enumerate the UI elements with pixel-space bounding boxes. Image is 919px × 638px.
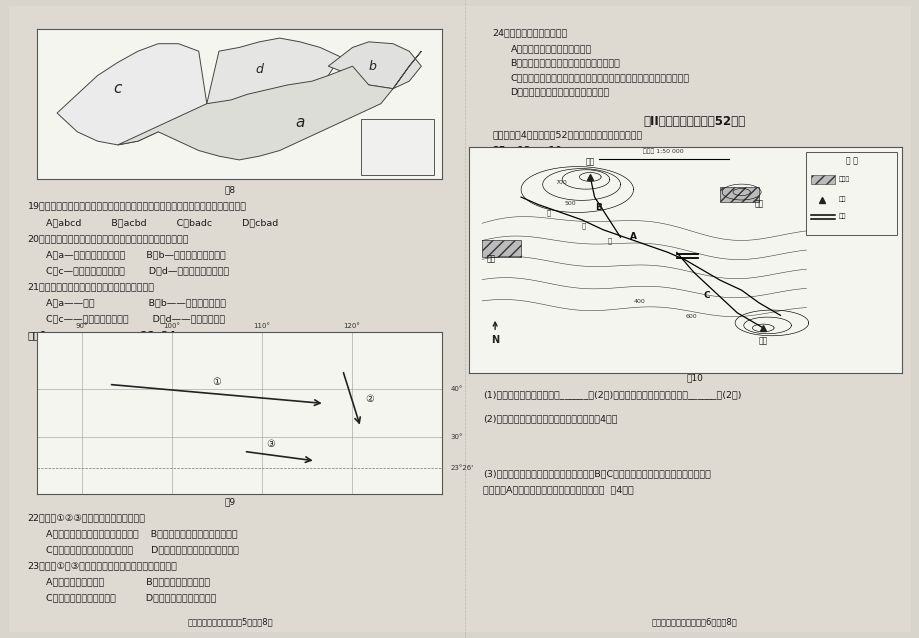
Text: a: a — [295, 115, 304, 130]
Polygon shape — [57, 43, 207, 145]
Text: 23．图中①、③资源调出区面临的主要环境问题分别是: 23．图中①、③资源调出区面临的主要环境问题分别是 — [28, 561, 177, 570]
Text: 图8: 图8 — [224, 185, 235, 194]
Text: 第II卷（非选择题，內52分）: 第II卷（非选择题，內52分） — [642, 115, 745, 128]
Text: A．荒漠化、水土流失              B．空气污染、水土流失: A．荒漠化、水土流失 B．空气污染、水土流失 — [46, 577, 210, 586]
Text: C．c——煤、石油、天然气        D．d——水能、太阳能: C．c——煤、石油、天然气 D．d——水能、太阳能 — [46, 314, 225, 323]
Polygon shape — [118, 51, 421, 160]
Bar — [482, 240, 520, 258]
Polygon shape — [207, 38, 340, 104]
Text: 30°: 30° — [450, 434, 462, 440]
Bar — [360, 119, 433, 175]
Text: 白: 白 — [547, 210, 550, 216]
Text: B: B — [595, 203, 602, 212]
Text: (1)图中白水河干流的流向为______；(2分)甲村与龙山之间的温差范围是______。(2分): (1)图中白水河干流的流向为______；(2分)甲村与龙山之间的温差范围是__… — [482, 390, 741, 399]
Text: 110°: 110° — [253, 323, 270, 329]
Text: 19．综合考虑纬度、地形、气候等因素，四大区域太阳年辐射总量由小到大的排序是: 19．综合考虑纬度、地形、气候等因素，四大区域太阳年辐射总量由小到大的排序是 — [28, 201, 246, 210]
Text: D．跨区域资源调配的前提是市场需求: D．跨区域资源调配的前提是市场需求 — [510, 87, 609, 96]
Text: 500: 500 — [563, 200, 575, 205]
Bar — [810, 175, 834, 184]
Text: 24．上述跨区域的资源调配: 24．上述跨区域的资源调配 — [492, 29, 567, 38]
Text: 水: 水 — [581, 222, 585, 229]
Text: 读图9「资源跨区域调配路线图」，回界22～24题。: 读图9「资源跨区域调配路线图」，回界22～24题。 — [28, 330, 188, 340]
Text: (2)简述图示地区地形、地势的基本特征。（4分）: (2)简述图示地区地形、地势的基本特征。（4分） — [482, 415, 617, 424]
Text: ①: ① — [212, 377, 221, 387]
Text: 100°: 100° — [163, 323, 180, 329]
Text: 甲村: 甲村 — [485, 255, 495, 263]
Text: 高二上期期末检测试题甖6页，公8页: 高二上期期末检测试题甖6页，公8页 — [651, 617, 737, 626]
Bar — [720, 187, 758, 202]
Text: A．abcd          B．acbd          C．badc          D．cbad: A．abcd B．acbd C．badc D．cbad — [46, 218, 278, 227]
Text: 高二上期期末检测试题甖5页，公8页: 高二上期期末检测试题甖5页，公8页 — [187, 617, 273, 626]
Text: 虎山: 虎山 — [758, 336, 767, 345]
Text: 22．图中①②③跨区域调配的资源分别为: 22．图中①②③跨区域调配的资源分别为 — [28, 514, 145, 523]
Text: C．地面塌降、土壤盐碱化          D．土壤盐碱化、空气污染: C．地面塌降、土壤盐碱化 D．土壤盐碱化、空气污染 — [46, 593, 216, 602]
Text: B．促进了调出区人们资源保护意识的提高: B．促进了调出区人们资源保护意识的提高 — [510, 59, 619, 68]
Text: 700: 700 — [555, 181, 567, 186]
Text: 400: 400 — [633, 299, 644, 304]
Polygon shape — [328, 42, 421, 89]
Text: C．资源调配的前提是保障调出区和调入区社会经济共同的可持续发展: C．资源调配的前提是保障调出区和调入区社会经济共同的可持续发展 — [510, 73, 689, 82]
Text: 地点设在A点。你认为是否合理？并简述理由。  （4分）: 地点设在A点。你认为是否合理？并简述理由。 （4分） — [482, 485, 633, 494]
Text: 120°: 120° — [343, 323, 359, 329]
Text: 600: 600 — [685, 314, 697, 319]
Text: b: b — [369, 60, 376, 73]
Text: 图 例: 图 例 — [845, 157, 857, 166]
Text: 90°: 90° — [75, 323, 88, 329]
Text: 图10: 图10 — [686, 373, 702, 382]
Text: 25．（12分）图10为「我国某地区等高线地形图」，读图回答下列问题。: 25．（12分）图10为「我国某地区等高线地形图」，读图回答下列问题。 — [492, 145, 702, 156]
Text: (3)某学校两组同学进行登山比赛，分别沿B、C线路攻登龙山和虎山，有人建议将出发: (3)某学校两组同学进行登山比赛，分别沿B、C线路攻登龙山和虎山，有人建议将出发 — [482, 469, 710, 478]
Text: 图9: 图9 — [224, 498, 235, 507]
Text: 河: 河 — [607, 237, 611, 244]
Text: 桥梁: 桥梁 — [838, 214, 845, 219]
Text: C: C — [703, 291, 709, 300]
Text: C．能源资源、水资源、矿产资源      D．矿产资源、水资源、能源资源: C．能源资源、水资源、矿产资源 D．矿产资源、水资源、能源资源 — [46, 545, 239, 554]
Text: 读我国四大区域示意图（图8），回界19～21题: 读我国四大区域示意图（图8），回界19～21题 — [46, 29, 195, 39]
Text: A．改善了调出区资源浪费问题: A．改善了调出区资源浪费问题 — [510, 45, 591, 54]
Text: 居民点: 居民点 — [838, 176, 849, 182]
Text: A．能源资源、矿产资源、生物资源    B．水资源、生物资源、能源资源: A．能源资源、矿产资源、生物资源 B．水资源、生物资源、能源资源 — [46, 530, 237, 538]
Text: 20．有关四大区域农业发展主要制约因素的叙述，不正确的是: 20．有关四大区域农业发展主要制约因素的叙述，不正确的是 — [28, 234, 189, 243]
Text: A: A — [630, 232, 636, 241]
Text: 23°26': 23°26' — [450, 465, 473, 471]
Text: A．a——水能                  B．b——水能、煤、石油: A．a——水能 B．b——水能、煤、石油 — [46, 298, 226, 307]
Text: 龙山: 龙山 — [585, 158, 595, 167]
Text: 山峰: 山峰 — [838, 197, 845, 202]
Text: N: N — [491, 322, 499, 345]
Text: ②: ② — [365, 394, 373, 404]
Text: 二、本卷共4小题，共腧52分。请将答案写在答题卡上。: 二、本卷共4小题，共腧52分。请将答案写在答题卡上。 — [492, 131, 641, 140]
Text: 乙村: 乙村 — [754, 199, 763, 208]
Text: 21．有关四大区域主要能源的叙述，不正确的是: 21．有关四大区域主要能源的叙述，不正确的是 — [28, 282, 154, 291]
Text: 40°: 40° — [450, 386, 462, 392]
Bar — [806, 152, 896, 235]
Text: 比例尺 1:50 000: 比例尺 1:50 000 — [642, 149, 684, 154]
Text: ③: ③ — [266, 439, 275, 449]
Text: C．c—水源短缺、酸性土壤        D．d—光照充足，积温较低: C．c—水源短缺、酸性土壤 D．d—光照充足，积温较低 — [46, 266, 229, 275]
Text: d: d — [255, 63, 263, 77]
Text: c: c — [113, 81, 122, 96]
Text: A．a—洪涝灾害、土壤肋力       B．b—旱涝频繁、风沙严重: A．a—洪涝灾害、土壤肋力 B．b—旱涝频繁、风沙严重 — [46, 250, 225, 259]
